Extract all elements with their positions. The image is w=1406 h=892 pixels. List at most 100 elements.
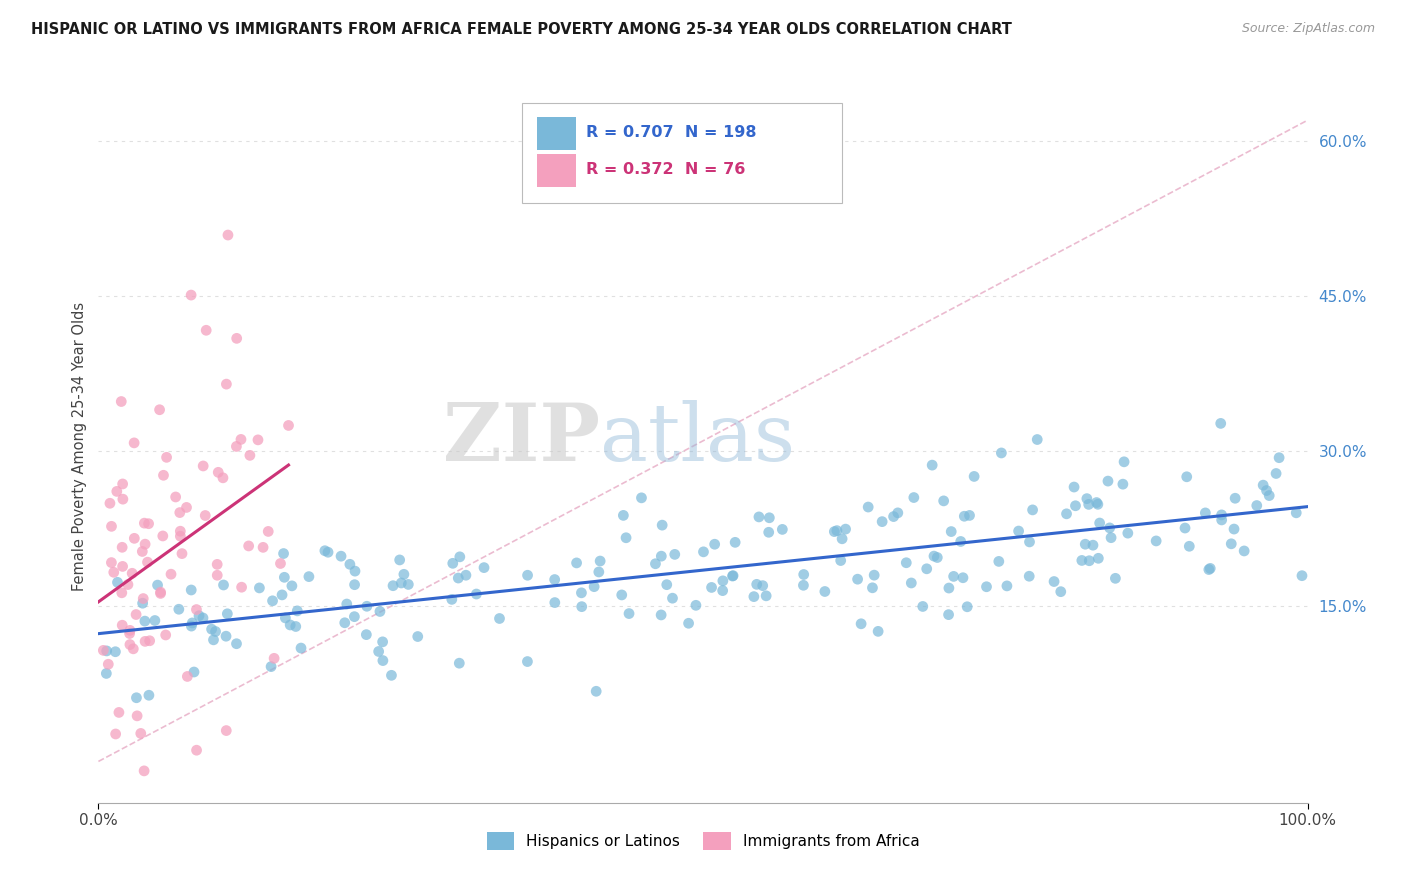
Point: [1209, 417, 1232, 431]
Point: [1007, 524, 1029, 538]
Point: [194, 508, 217, 523]
Point: [1076, 491, 1098, 506]
Point: [225, 637, 247, 651]
Point: [711, 574, 734, 588]
Point: [212, 578, 235, 592]
Point: [900, 576, 922, 591]
Point: [941, 524, 963, 539]
Point: [1081, 538, 1104, 552]
Point: [382, 579, 405, 593]
Point: [247, 581, 270, 595]
Text: R = 0.372  N = 76: R = 0.372 N = 76: [586, 162, 745, 178]
Point: [274, 611, 297, 625]
Point: [260, 659, 283, 673]
Point: [96, 666, 118, 681]
Point: [239, 448, 262, 462]
Point: [849, 616, 872, 631]
Point: [1223, 522, 1246, 536]
Point: [343, 577, 366, 591]
Point: [215, 377, 238, 392]
Point: [1194, 506, 1216, 520]
Point: [834, 522, 856, 536]
Point: [883, 509, 905, 524]
Point: [111, 586, 134, 600]
Point: [215, 723, 238, 738]
Point: [1064, 499, 1087, 513]
Point: [134, 614, 156, 628]
Point: [191, 611, 214, 625]
Point: [825, 524, 848, 538]
Point: [180, 619, 202, 633]
Point: [138, 516, 160, 531]
Point: [298, 569, 321, 583]
Legend: Hispanics or Latinos, Immigrants from Africa: Hispanics or Latinos, Immigrants from Af…: [481, 826, 925, 855]
Point: [516, 568, 538, 582]
FancyBboxPatch shape: [537, 154, 576, 187]
Point: [650, 607, 672, 622]
Point: [472, 560, 495, 574]
Point: [195, 323, 218, 337]
Point: [134, 537, 156, 551]
Point: [664, 548, 686, 562]
Point: [758, 510, 780, 524]
Point: [271, 588, 294, 602]
Point: [281, 579, 304, 593]
Point: [388, 553, 411, 567]
Point: [138, 633, 160, 648]
Point: [165, 490, 187, 504]
Point: [169, 529, 191, 543]
Point: [830, 553, 852, 567]
Point: [231, 580, 253, 594]
Point: [202, 632, 225, 647]
Point: [170, 547, 193, 561]
Point: [922, 549, 945, 563]
Point: [314, 543, 336, 558]
Point: [238, 539, 260, 553]
Point: [1087, 551, 1109, 566]
Text: HISPANIC OR LATINO VS IMMIGRANTS FROM AFRICA FEMALE POVERTY AMONG 25-34 YEAR OLD: HISPANIC OR LATINO VS IMMIGRANTS FROM AF…: [31, 22, 1012, 37]
Point: [953, 509, 976, 524]
Point: [389, 576, 412, 591]
Point: [277, 418, 299, 433]
Point: [134, 634, 156, 648]
Point: [336, 597, 359, 611]
Point: [117, 577, 139, 591]
Point: [1198, 563, 1220, 577]
Point: [724, 535, 747, 549]
Point: [678, 616, 700, 631]
Point: [143, 614, 166, 628]
Point: [160, 567, 183, 582]
Point: [1056, 507, 1078, 521]
Point: [333, 615, 356, 630]
Point: [103, 566, 125, 580]
Point: [610, 588, 633, 602]
Point: [1175, 470, 1198, 484]
Point: [863, 568, 886, 582]
FancyBboxPatch shape: [522, 103, 842, 203]
Point: [131, 544, 153, 558]
Point: [111, 559, 134, 574]
Point: [284, 619, 307, 633]
Point: [1211, 508, 1233, 522]
Point: [273, 570, 295, 584]
Point: [169, 524, 191, 539]
Point: [122, 436, 145, 450]
Point: [201, 622, 224, 636]
Point: [1088, 516, 1111, 530]
Point: [111, 492, 134, 507]
Point: [118, 624, 141, 638]
Point: [793, 567, 815, 582]
Text: R = 0.707  N = 198: R = 0.707 N = 198: [586, 125, 756, 140]
Point: [1049, 584, 1071, 599]
Point: [183, 665, 205, 679]
Point: [441, 557, 464, 571]
Point: [217, 227, 239, 242]
Point: [488, 611, 510, 625]
Point: [1233, 544, 1256, 558]
Point: [207, 568, 229, 582]
Point: [1099, 531, 1122, 545]
Point: [371, 635, 394, 649]
Point: [339, 558, 361, 572]
Point: [903, 491, 925, 505]
Point: [1251, 478, 1274, 492]
